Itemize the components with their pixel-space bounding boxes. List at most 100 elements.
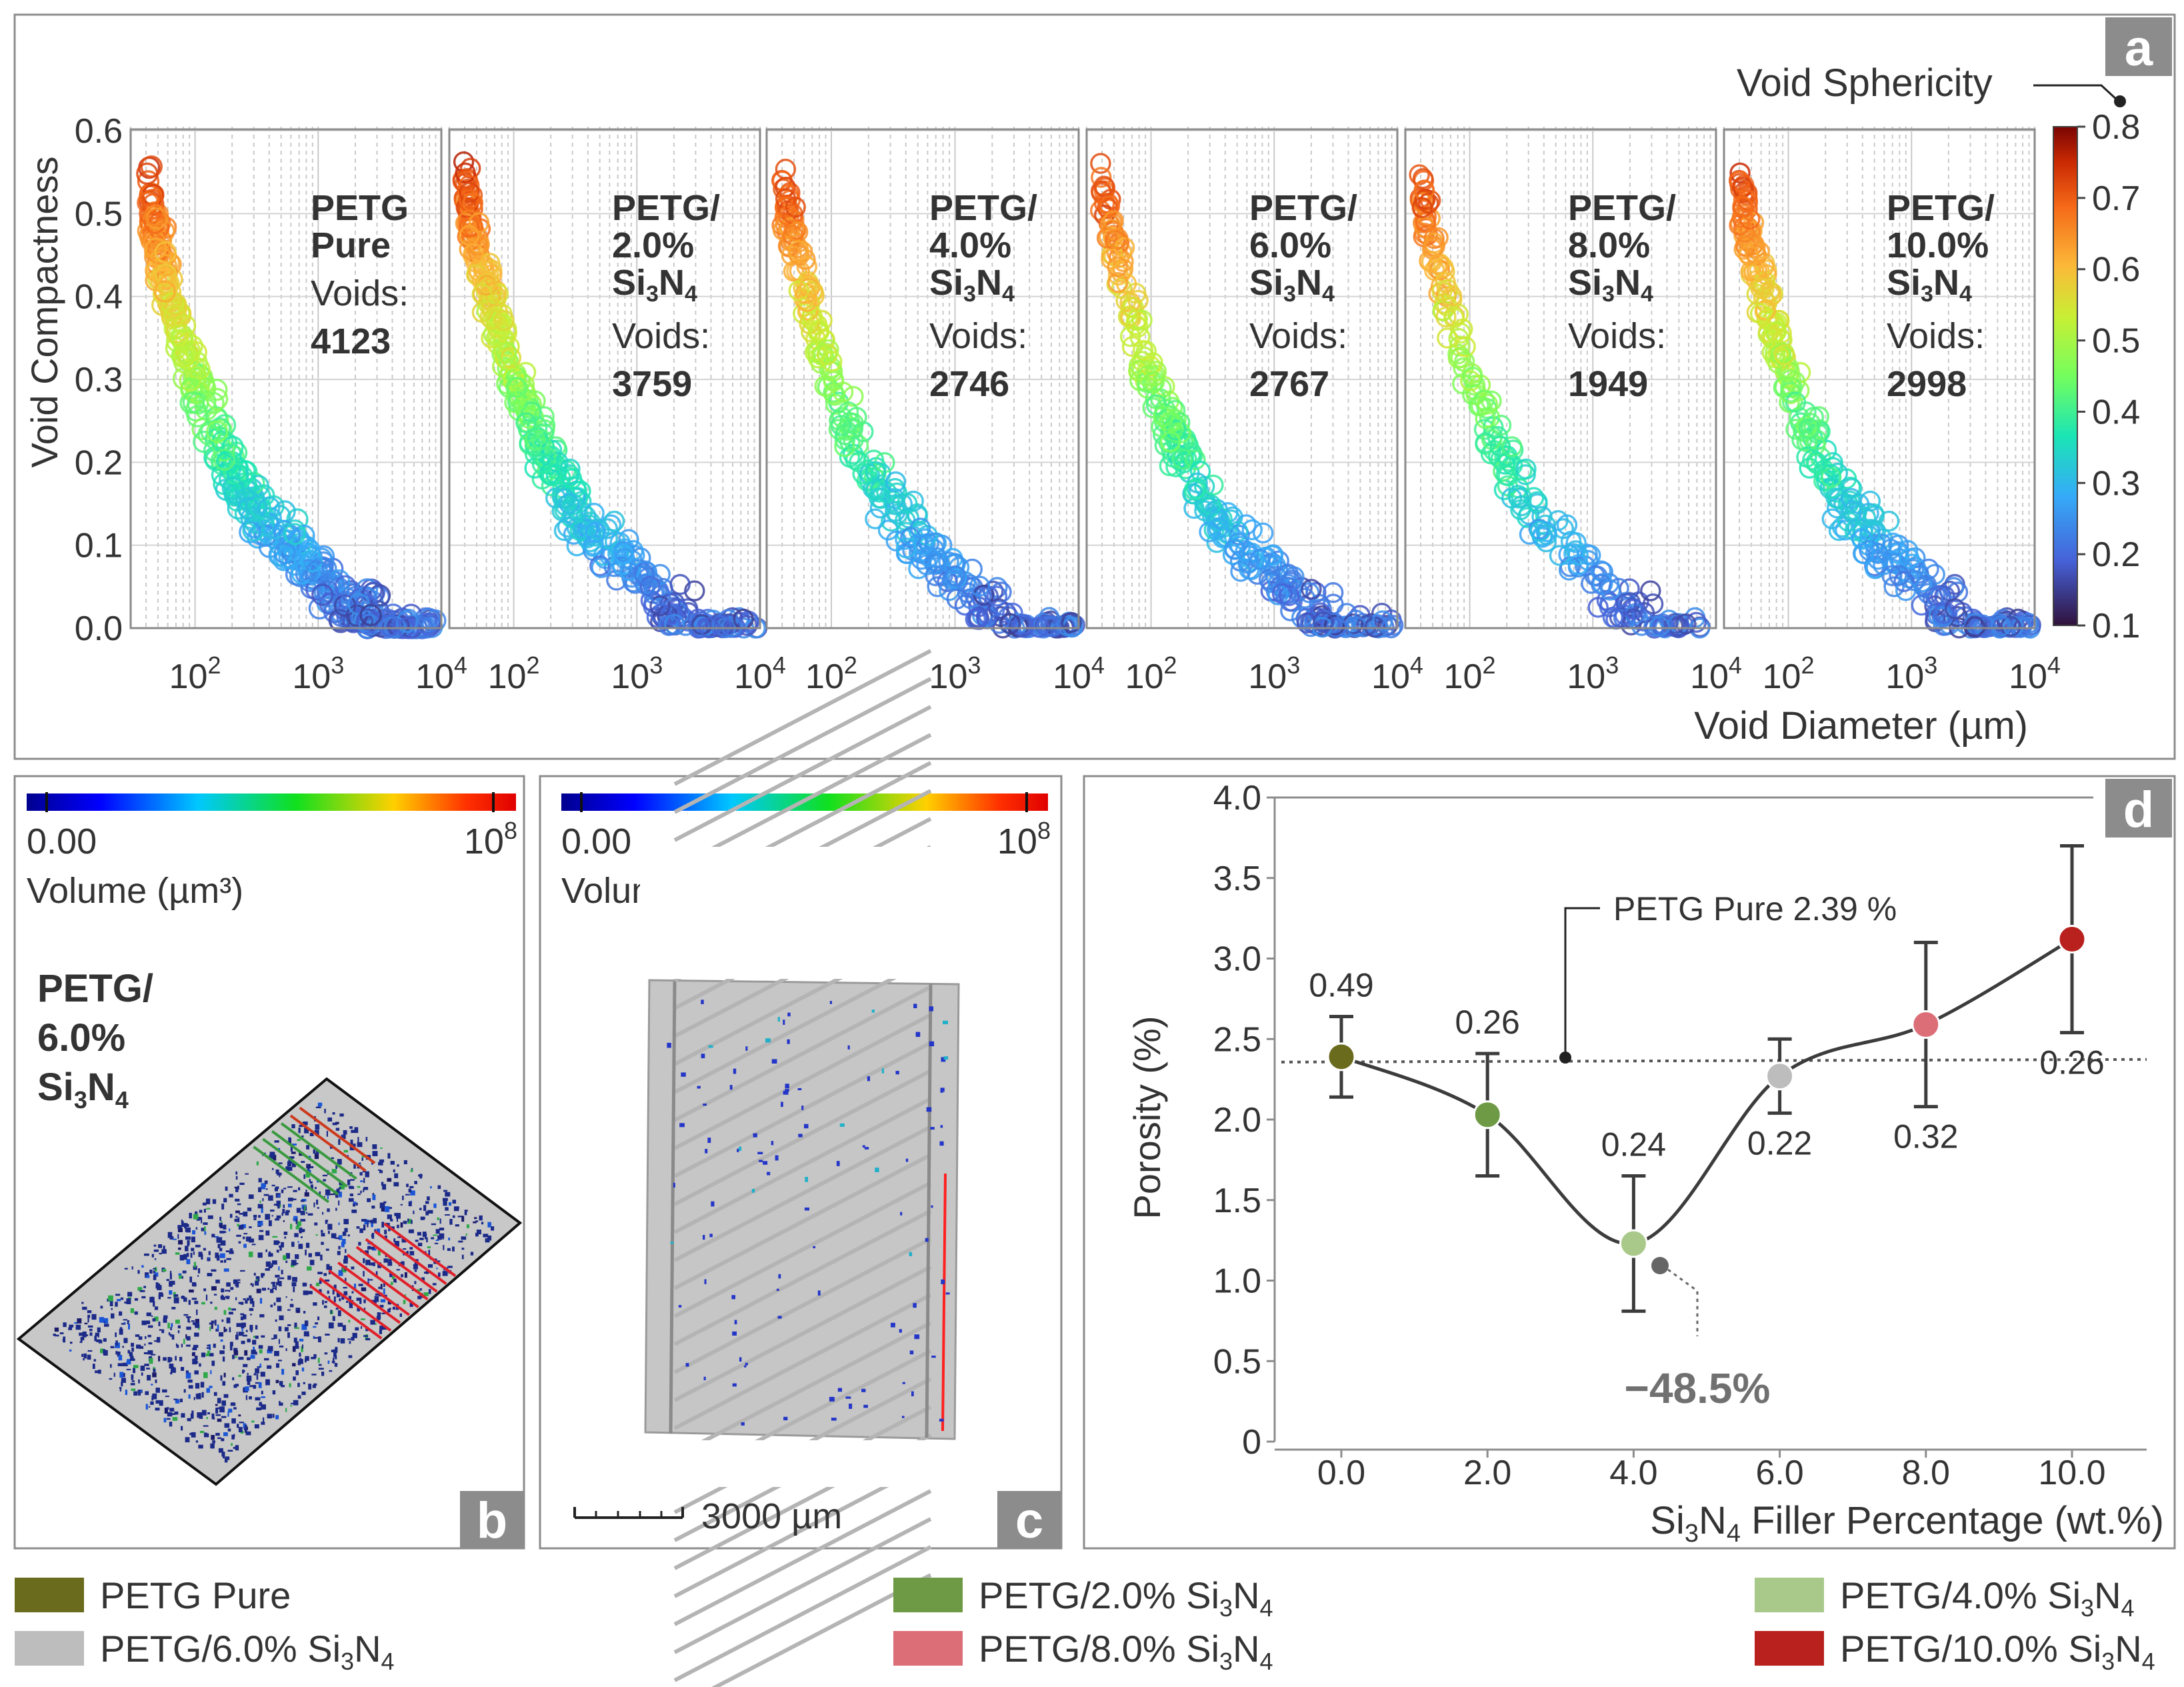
void-voxel	[337, 1251, 341, 1256]
x-tick-label: 102	[1444, 651, 1496, 696]
subplot-voids-label: Voids:	[612, 316, 710, 356]
ct-void	[915, 1032, 921, 1038]
infill-line	[673, 649, 932, 786]
si: Si	[929, 263, 963, 303]
void-voxel	[219, 1332, 224, 1337]
slice-mask-top	[640, 847, 967, 979]
void-voxel	[443, 1190, 448, 1192]
void-voxel	[152, 1393, 157, 1400]
void-voxel	[131, 1342, 135, 1347]
y-tick-label: 0.6	[75, 112, 123, 151]
void-voxel	[356, 1226, 360, 1229]
void-voxel	[179, 1398, 183, 1402]
void-voxel	[221, 1288, 225, 1293]
void-voxel	[226, 1282, 231, 1287]
void-voxel	[367, 1279, 373, 1281]
scatter-point	[1903, 570, 1925, 591]
void-voxel	[372, 1144, 377, 1150]
void-voxel	[156, 1283, 161, 1286]
subplot-sample-line1: PETG	[311, 188, 409, 228]
void-voxel	[221, 1297, 225, 1300]
x-tick-base: 10	[805, 657, 844, 696]
void-voxel	[343, 1134, 346, 1140]
void-voxel	[333, 1235, 337, 1239]
infill-line	[673, 1097, 932, 1234]
void-voxel	[309, 1181, 313, 1184]
void-voxel	[345, 1249, 347, 1254]
void-voxel	[293, 1338, 297, 1343]
void-voxel	[131, 1347, 134, 1352]
void-voxel	[131, 1380, 135, 1382]
scatter-point	[1277, 563, 1299, 585]
scatter-point	[396, 610, 419, 633]
void-voxel	[291, 1282, 297, 1287]
scatter-point	[1140, 355, 1161, 377]
void-voxel	[183, 1314, 189, 1316]
void-voxel	[385, 1206, 390, 1212]
panel-b-si: Si	[37, 1066, 74, 1109]
scatter-point	[1129, 326, 1151, 347]
void-voxel	[154, 1306, 159, 1310]
scatter-point	[669, 573, 691, 595]
void-voxel	[243, 1244, 247, 1248]
scatter-point	[1356, 615, 1377, 636]
panel-b-cb-max: 108	[464, 817, 517, 862]
void-voxel	[397, 1164, 399, 1167]
void-voxel	[135, 1334, 140, 1337]
void-voxel	[243, 1236, 245, 1240]
infill-line	[673, 1293, 932, 1430]
scatter-point	[1990, 615, 2012, 637]
void-voxel	[342, 1239, 346, 1244]
void-voxel	[233, 1280, 237, 1283]
void-voxel	[89, 1332, 93, 1336]
scatter-point	[649, 595, 671, 617]
void-voxel	[403, 1160, 407, 1165]
void-voxel	[339, 1184, 345, 1190]
scatter-point	[1779, 381, 1801, 403]
void-voxel	[292, 1346, 296, 1352]
scatter-point	[1750, 277, 1771, 299]
void-voxel	[273, 1302, 276, 1306]
void-voxel	[287, 1161, 292, 1167]
void-voxel	[231, 1402, 235, 1404]
void-voxel	[141, 1296, 146, 1299]
void-voxel	[338, 1235, 343, 1240]
void-voxel	[217, 1407, 221, 1410]
ct-void	[864, 1147, 869, 1150]
void-voxel	[464, 1210, 467, 1216]
void-voxel	[301, 1391, 306, 1396]
void-voxel	[393, 1238, 396, 1242]
void-voxel	[281, 1212, 283, 1216]
void-voxel	[302, 1344, 304, 1349]
void-voxel	[231, 1434, 235, 1440]
void-voxel	[244, 1350, 248, 1356]
x-tick-label: 104	[415, 651, 467, 696]
void-voxel	[327, 1208, 330, 1212]
void-voxel	[395, 1280, 397, 1283]
void-voxel	[87, 1354, 91, 1360]
sub4: 4	[1322, 281, 1335, 307]
scatter-point	[895, 537, 917, 559]
void-voxel	[390, 1282, 393, 1286]
void-voxel	[201, 1217, 203, 1224]
void-voxel	[361, 1219, 367, 1222]
void-voxel	[178, 1247, 181, 1250]
scatter-point	[884, 494, 906, 515]
si: Si	[1249, 263, 1283, 303]
void-voxel	[348, 1320, 351, 1323]
ct-void	[708, 1045, 713, 1048]
void-voxel	[130, 1356, 134, 1360]
void-voxel	[324, 1108, 326, 1114]
void-voxel	[189, 1276, 193, 1283]
void-voxel	[171, 1368, 176, 1373]
scatter-point	[1802, 449, 1823, 471]
void-voxel	[335, 1356, 337, 1360]
void-voxel	[193, 1252, 195, 1255]
void-voxel	[175, 1252, 180, 1255]
void-voxel	[84, 1322, 88, 1325]
void-voxel	[304, 1128, 309, 1134]
x-tick-exp: 3	[1605, 651, 1619, 679]
void-voxel	[178, 1240, 183, 1245]
void-voxel	[193, 1397, 195, 1400]
void-voxel	[336, 1292, 341, 1298]
